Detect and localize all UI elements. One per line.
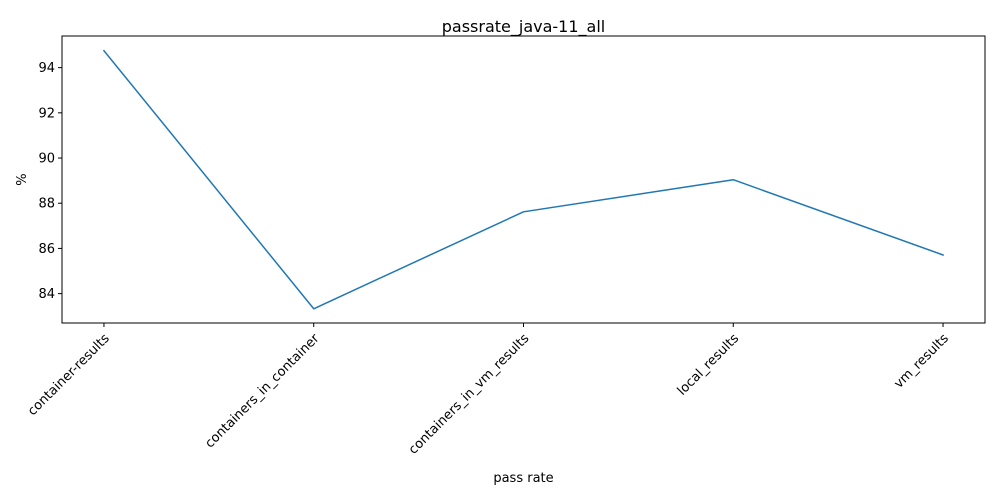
y-tick-label: 86 <box>38 242 55 257</box>
x-tick-label: vm_results <box>891 331 952 392</box>
y-tick-label: 88 <box>38 197 55 212</box>
plot-area <box>61 35 986 324</box>
y-axis: 84 86 88 90 92 94 <box>38 61 62 302</box>
y-tick-label: 92 <box>38 106 55 121</box>
x-tick-label: local_results <box>675 331 743 399</box>
y-tick-label: 94 <box>38 61 55 76</box>
x-axis: container-results containers_in_container… <box>25 323 952 458</box>
x-tick-label: containers_in_vm_results <box>406 331 532 457</box>
chart-title: passrate_java-11_all <box>442 17 605 37</box>
plot-frame <box>61 35 986 324</box>
x-tick-label: containers_in_container <box>202 331 323 452</box>
x-axis-label: pass rate <box>493 471 553 486</box>
y-tick-label: 90 <box>38 152 55 167</box>
x-tick-label: container-results <box>25 331 113 419</box>
series-layer <box>102 49 945 310</box>
y-tick-label: 84 <box>38 287 55 302</box>
series-line <box>102 49 945 310</box>
y-axis-label: % <box>15 173 30 185</box>
